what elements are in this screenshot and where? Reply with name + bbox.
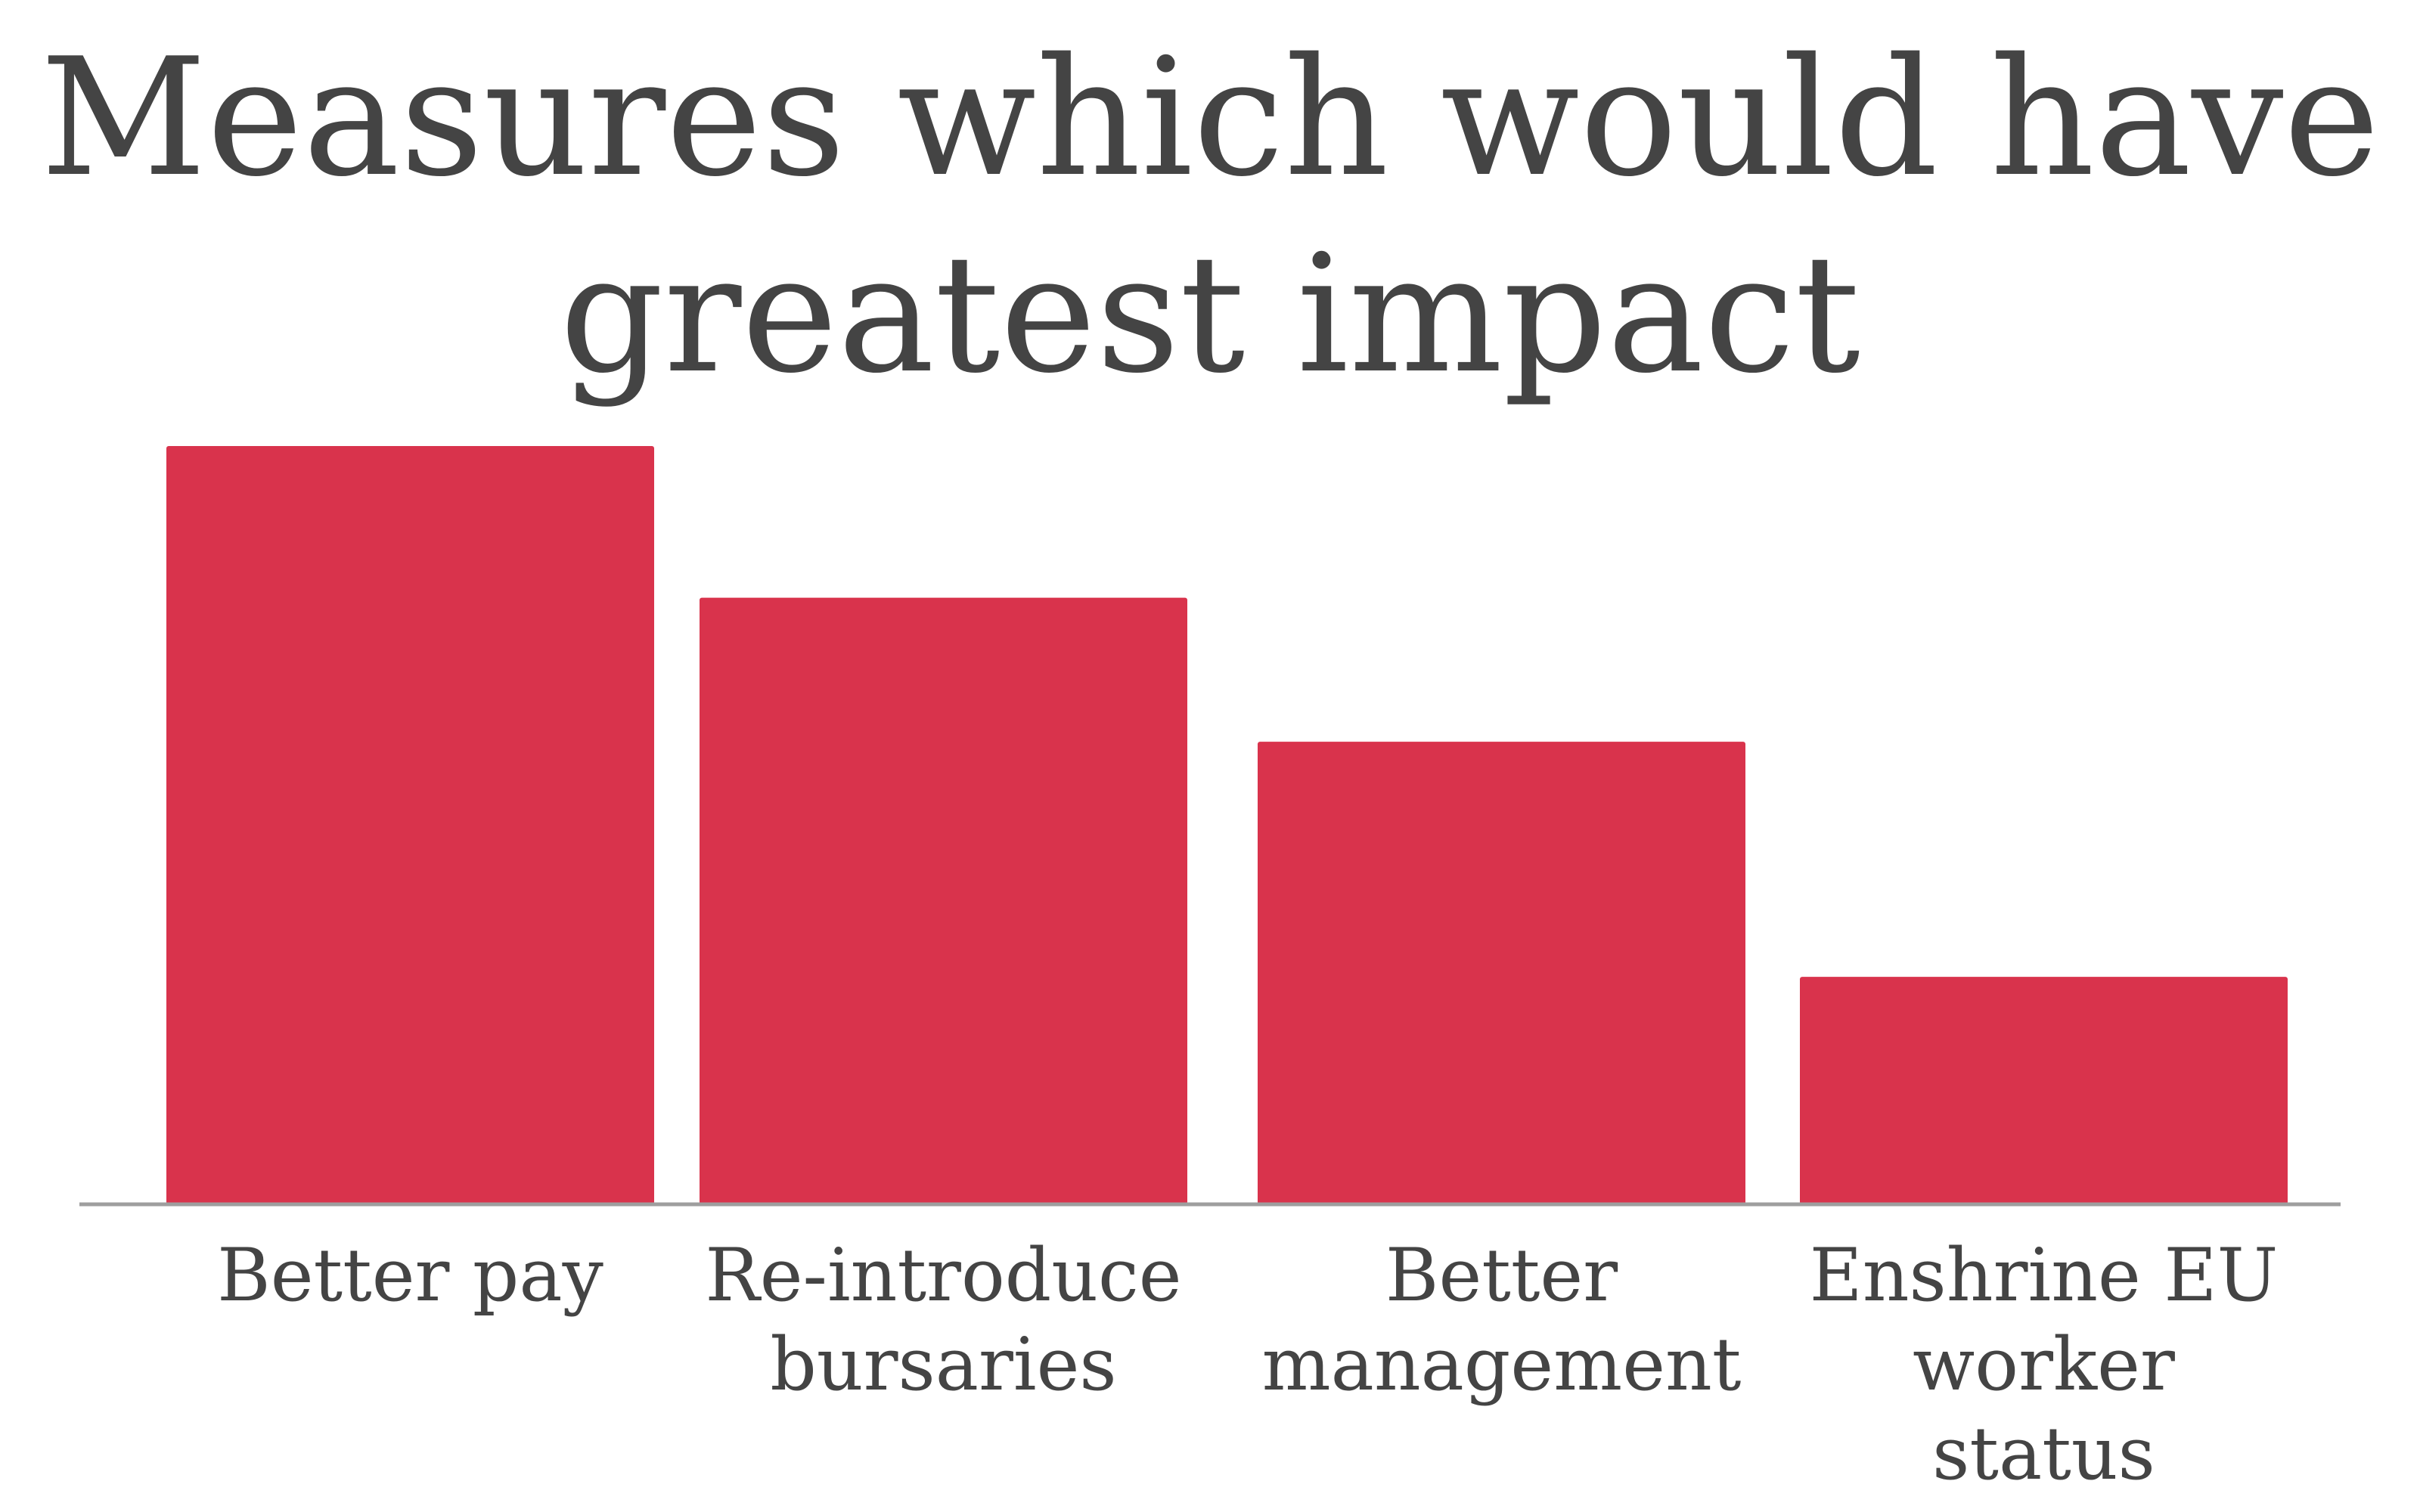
chart-title-line: greatest impact [560,219,1860,409]
bar [1258,742,1745,1204]
x-tick-label-line: Better [1385,1233,1618,1318]
x-tick-label: Better pay [217,1233,603,1318]
bar [1800,977,2288,1204]
category-labels: Better pay Re-introduce bursaries Better man… [217,1233,2278,1496]
x-tick-label-line: management [1262,1322,1742,1407]
x-tick-label-line: worker [1913,1322,2175,1407]
x-tick-label-line: Re-introduce [705,1233,1181,1318]
chart-title-line: Measures which would have [40,23,2380,212]
bar [166,446,654,1204]
bar [700,597,1187,1204]
x-tick-label-line: Enshrine EU [1810,1233,2279,1318]
x-tick-label: Re-introduce bursaries [705,1233,1181,1407]
x-tick-label-line: bursaries [770,1322,1116,1407]
x-tick-label: Better management [1262,1233,1742,1407]
x-tick-label: Enshrine EU worker status [1810,1233,2279,1496]
x-tick-label-line: Better pay [217,1233,603,1318]
bars [166,446,2288,1204]
x-tick-label-line: status [1932,1411,2155,1496]
